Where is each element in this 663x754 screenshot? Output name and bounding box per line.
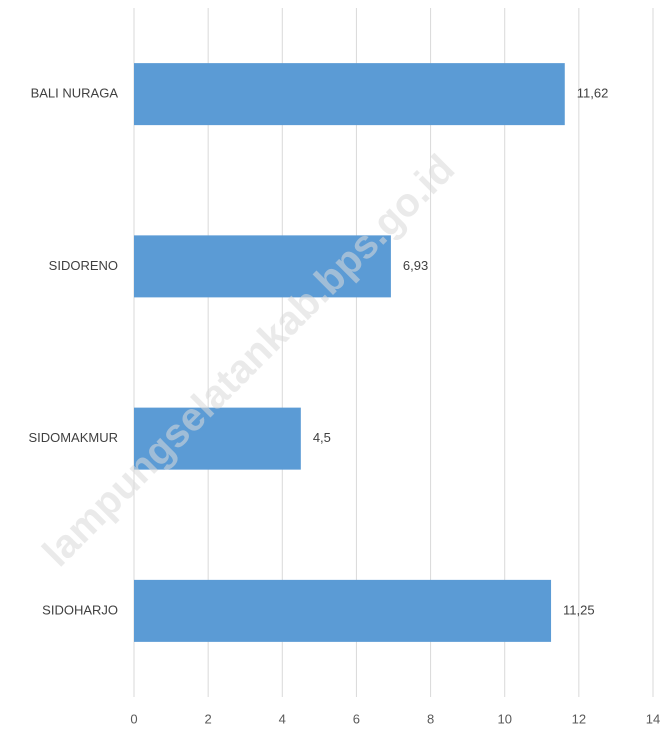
x-tick-label: 14	[646, 711, 660, 726]
data-label: 4,5	[313, 430, 331, 445]
x-tick-label: 4	[279, 711, 286, 726]
x-tick-label: 6	[353, 711, 360, 726]
bar-sidoreno	[134, 235, 391, 298]
data-label: 6,93	[403, 258, 428, 273]
category-labels: BALI NURAGA SIDORENO SIDOMAKMUR SIDOHARJO	[28, 86, 118, 618]
category-label: BALI NURAGA	[31, 86, 119, 101]
x-tick-label: 12	[572, 711, 586, 726]
bar-sidoharjo	[134, 579, 552, 642]
x-tick-label: 2	[205, 711, 212, 726]
category-label: SIDOHARJO	[42, 602, 118, 617]
watermark: lampungselatankab.bps.go.id	[34, 146, 463, 575]
category-label: SIDORENO	[49, 258, 118, 273]
data-label: 11,62	[577, 86, 609, 101]
data-label: 11,25	[563, 602, 595, 617]
category-label: SIDOMAKMUR	[28, 430, 118, 445]
x-tick-label: 8	[427, 711, 434, 726]
x-axis-ticks: 0 2 4 6 8 10 12 14	[130, 711, 660, 726]
bars	[134, 63, 565, 642]
data-labels: 11,62 6,93 4,5 11,25	[313, 86, 609, 618]
x-tick-label: 0	[130, 711, 137, 726]
x-tick-label: 10	[497, 711, 511, 726]
bar-bali-nuraga	[134, 63, 565, 126]
bar-sidomakmur	[134, 407, 301, 470]
